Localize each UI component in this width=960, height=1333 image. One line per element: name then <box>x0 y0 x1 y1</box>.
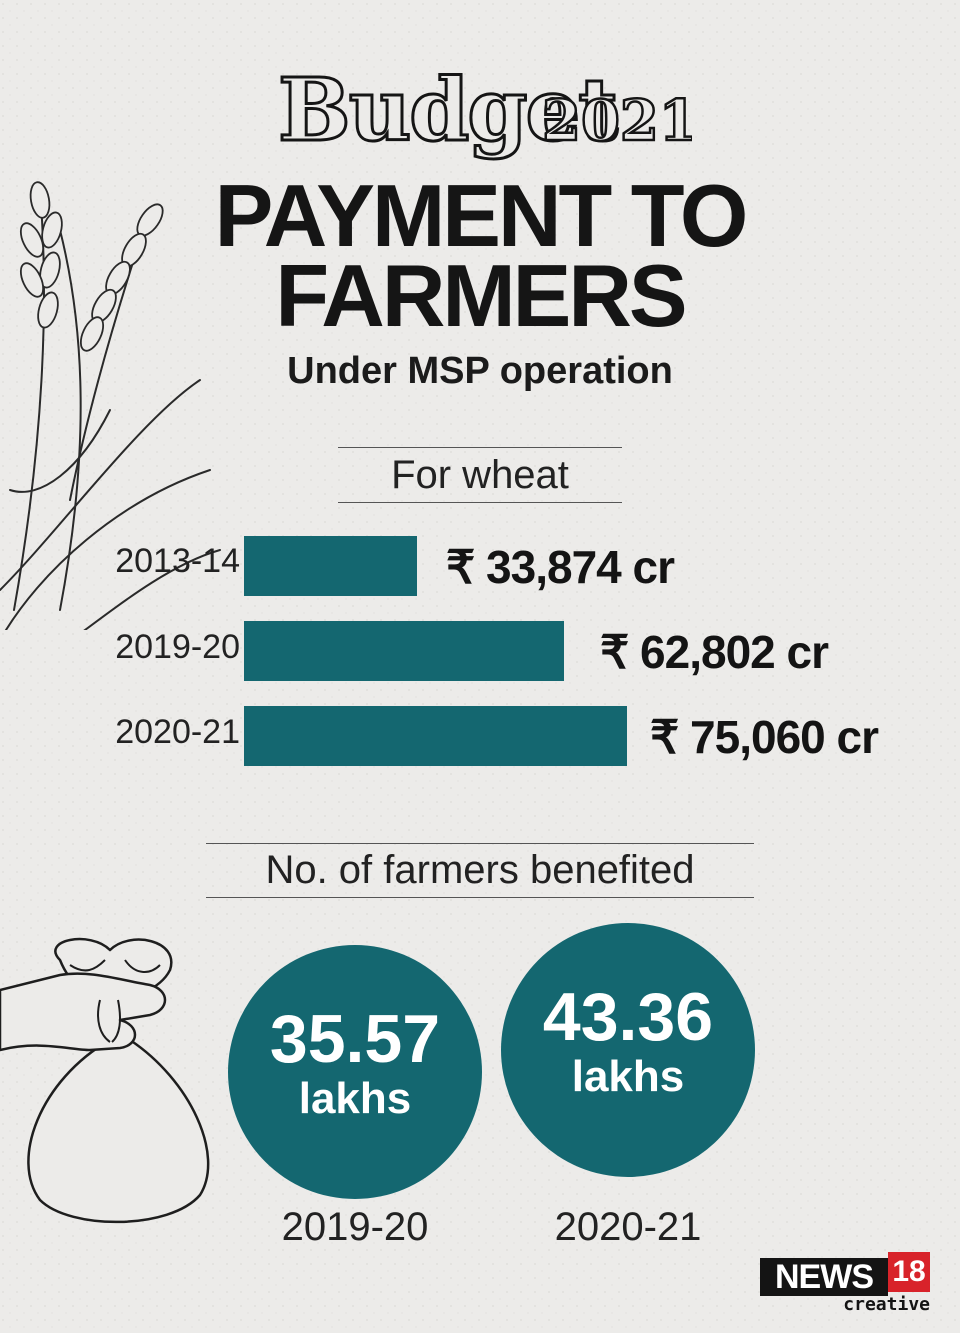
bubble-unit: lakhs <box>571 1052 685 1101</box>
divider <box>206 897 754 898</box>
money-bag-hand-icon <box>0 937 210 1224</box>
bubble-year-label: 2019-20 <box>281 1205 429 1249</box>
page-subtitle: Under MSP operation <box>287 350 673 392</box>
bar-value-label: ₹ 33,874 cr <box>446 541 675 593</box>
bar-chart-title: For wheat <box>391 453 569 497</box>
page-title-line1: PAYMENT TO <box>214 166 749 265</box>
brand-18: 18 <box>888 1252 930 1292</box>
wheat-icon <box>0 181 221 630</box>
bubble-year-label: 2020-21 <box>554 1205 702 1249</box>
brand-news: NEWS <box>760 1258 888 1296</box>
divider <box>338 447 622 448</box>
bar <box>244 536 417 596</box>
bar-value-label: ₹ 62,802 cr <box>600 626 829 678</box>
bubble-value: 43.36 <box>542 979 714 1055</box>
bar-category-label: 2020-21 <box>115 713 240 751</box>
svg-text:Budget: Budget <box>278 60 618 161</box>
bubble-value: 35.57 <box>269 1001 441 1077</box>
farmers-bubble: 43.36 lakhs <box>501 923 755 1177</box>
farmers-bubble: 35.57 lakhs <box>228 945 482 1199</box>
bar <box>244 706 627 766</box>
page-title-line2: FARMERS <box>275 246 687 345</box>
bar-value-label: ₹ 75,060 cr <box>650 711 879 763</box>
divider <box>206 843 754 844</box>
divider <box>338 502 622 503</box>
bar-category-label: 2019-20 <box>115 628 240 666</box>
bar-category-label: 2013-14 <box>115 542 240 580</box>
bar <box>244 621 564 681</box>
news18-creative-logo: NEWS 18 creative <box>760 1250 932 1316</box>
budget-2021-logo: Budget 2021 <box>277 59 693 163</box>
brand-creative: creative <box>843 1294 930 1315</box>
bubble-unit: lakhs <box>298 1074 412 1123</box>
farmers-chart-title: No. of farmers benefited <box>265 848 695 892</box>
svg-text:2021: 2021 <box>542 88 692 154</box>
